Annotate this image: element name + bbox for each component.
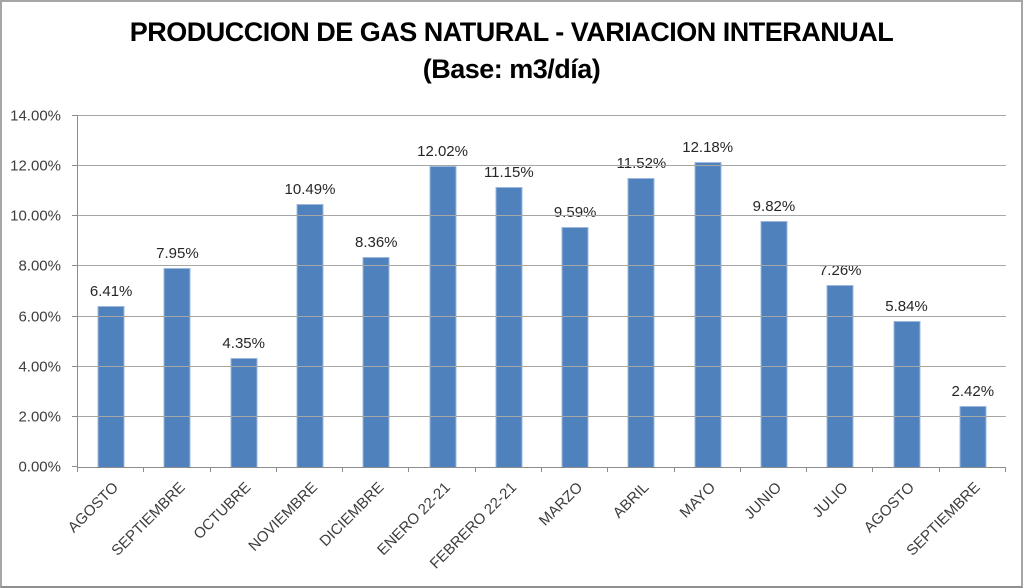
chart-title-block: PRODUCCION DE GAS NATURAL - VARIACION IN… <box>2 14 1021 88</box>
gridline <box>78 215 1006 217</box>
x-axis-label: MARZO <box>535 479 587 530</box>
y-axis-tick <box>72 265 78 267</box>
y-axis-tick <box>72 365 78 367</box>
y-axis-label: 12.00% <box>10 157 61 175</box>
x-axis-label: NOVIEMBRE <box>245 479 322 555</box>
bar-value-label: 4.35% <box>222 334 265 352</box>
x-axis-tick <box>209 467 211 472</box>
gridline <box>78 365 1006 367</box>
x-axis-label: AGOSTO <box>860 479 918 537</box>
y-axis-label: 0.00% <box>18 458 61 476</box>
bars-row: 6.41% 7.95% 4.35% 10.49% 8.36% 12.02% 11.15% 9.… <box>78 116 1006 467</box>
x-axis-tick <box>408 467 410 472</box>
bar-value-label: 12.18% <box>682 138 734 156</box>
x-axis-label: MAYO <box>676 479 719 522</box>
bar <box>163 267 191 467</box>
x-axis-label: SEPTIEMBRE <box>903 479 984 560</box>
bar-column: 11.15% <box>476 116 542 467</box>
chart-title: PRODUCCION DE GAS NATURAL - VARIACION IN… <box>129 17 894 47</box>
x-axis-tick <box>541 467 542 472</box>
bar-column: 11.52% <box>608 116 674 467</box>
x-axis-label: OCTUBRE <box>190 479 255 543</box>
bar-column: 2.42% <box>940 116 1006 467</box>
y-axis-label: 10.00% <box>10 207 61 225</box>
gridline <box>78 415 1006 417</box>
x-axis-label: SEPTIEMBRE <box>108 479 189 560</box>
x-axis-tick <box>673 467 675 472</box>
bar <box>296 204 324 467</box>
x-axis-tick <box>1005 467 1006 472</box>
x-axis-label: JULIO <box>809 479 852 522</box>
y-axis-label: 2.00% <box>18 408 61 426</box>
y-axis-tick <box>72 215 78 217</box>
y-axis-tick <box>72 415 78 417</box>
bar <box>627 178 655 467</box>
y-axis-tick <box>72 315 78 317</box>
bar-value-label: 6.41% <box>89 283 133 301</box>
x-axis-label: ENERO 22-21 <box>373 479 454 559</box>
y-axis-label: 14.00% <box>10 107 61 125</box>
x-axis-tick <box>143 467 145 472</box>
bar-value-label: 8.36% <box>354 234 398 252</box>
bar <box>760 220 788 467</box>
bar <box>694 161 722 467</box>
bar-value-label: 12.02% <box>417 142 468 160</box>
bar-value-label: 11.15% <box>483 164 534 182</box>
bar <box>561 226 589 467</box>
y-axis-tick <box>72 466 78 467</box>
x-axis-tick <box>607 467 609 472</box>
bar-column: 9.59% <box>542 116 608 467</box>
y-axis: 0.00% 2.00% 4.00% 6.00% 8.00% 10.00% 12.00% 14.… <box>2 108 69 476</box>
bar <box>893 320 921 467</box>
x-axis-tick <box>739 467 741 472</box>
bar-value-label: 2.42% <box>951 383 995 401</box>
gridline <box>78 265 1006 267</box>
x-axis-label: ABRIL <box>609 479 653 522</box>
bar-value-label: 7.95% <box>156 244 199 262</box>
x-axis-tick <box>872 467 874 472</box>
plot-area: 6.41% 7.95% 4.35% 10.49% 8.36% 12.02% 11.15% 9.… <box>72 115 1006 472</box>
gridline <box>78 165 1006 167</box>
x-axis-label: AGOSTO <box>64 479 123 537</box>
bar-column: 5.84% <box>873 116 939 467</box>
bar <box>495 187 523 467</box>
bar-column: 7.95% <box>144 116 210 467</box>
x-axis-tick <box>474 467 476 472</box>
bar-column: 9.82% <box>741 116 807 467</box>
x-axis-tick <box>275 467 277 472</box>
gridline <box>78 315 1006 317</box>
x-axis-label: FEBRERO 22-21 <box>426 479 520 573</box>
bar-column: 12.18% <box>675 116 741 467</box>
bar-column: 4.35% <box>211 116 277 467</box>
gridline <box>78 115 1006 116</box>
bar-column: 8.36% <box>343 116 409 467</box>
y-axis-tick <box>72 165 78 167</box>
x-axis-tick <box>938 467 940 472</box>
bar-column: 7.26% <box>807 116 873 467</box>
bar-value-label: 11.52% <box>616 155 667 173</box>
y-axis-label: 8.00% <box>18 257 61 275</box>
x-axis: AGOSTO SEPTIEMBRE OCTUBRE NOVIEMBRE DICIEMBR… <box>65 467 1005 577</box>
bar <box>826 284 854 467</box>
bar-value-label: 9.59% <box>553 203 597 221</box>
y-axis-label: 6.00% <box>18 308 61 326</box>
bar-column: 10.49% <box>277 116 343 467</box>
x-axis-tick <box>342 467 344 472</box>
bar <box>230 357 258 467</box>
x-axis-label: DICIEMBRE <box>316 479 388 550</box>
bar-column: 12.02% <box>409 116 475 467</box>
chart-subtitle: (Base: m3/día) <box>422 54 601 84</box>
x-axis-label: JUNIO <box>741 479 786 523</box>
x-axis-tick <box>806 467 808 472</box>
bar-value-label: 10.49% <box>284 181 336 199</box>
y-axis-label: 4.00% <box>18 358 61 376</box>
bar <box>97 306 125 467</box>
bar-value-label: 5.84% <box>885 297 928 315</box>
bar <box>362 257 390 467</box>
bar-value-label: 9.82% <box>752 197 796 215</box>
y-axis-tick <box>72 115 78 116</box>
x-axis-tick <box>77 467 78 472</box>
bar-column: 6.41% <box>78 116 144 467</box>
